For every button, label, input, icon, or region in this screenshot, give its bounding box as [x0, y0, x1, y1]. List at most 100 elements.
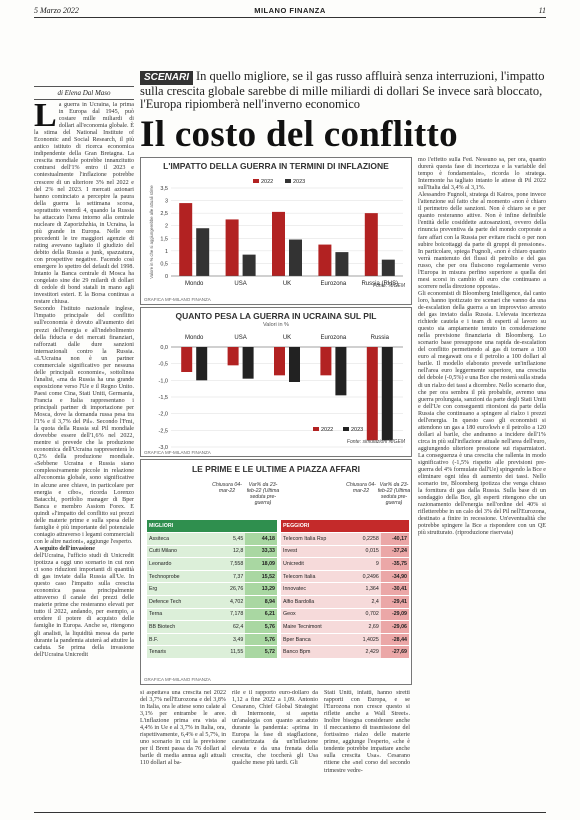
stock-close: 2,429	[350, 645, 381, 660]
col-head-var: Var% da 23-feb-22 (Ultima seduta pre-gue…	[246, 482, 280, 506]
y-axis-label: Valore in % che si aggiungerebbe alle at…	[149, 185, 154, 279]
stock-close: 0,702	[350, 608, 381, 622]
table-row: Telecom Italia Rsp 0,2258 -40,17	[281, 532, 409, 546]
stock-name: Assiteca	[147, 532, 214, 546]
article-column-5: mo l'effetto sulla Fed. Nessuno sa, per …	[418, 157, 546, 808]
legend-swatch	[343, 427, 349, 431]
stock-close: 7,37	[213, 570, 246, 584]
bar	[225, 219, 239, 276]
legend-label: 2023	[293, 179, 305, 185]
paragraph: si aspettava una crescita nel 2022 del 3…	[140, 690, 226, 767]
x-tick-label: Mondo	[185, 335, 204, 341]
x-tick-label: USA	[234, 281, 246, 287]
bar	[318, 244, 332, 276]
stock-name: Banco Bpm	[281, 645, 351, 660]
table-row: Technoprobe 7,37 15,52	[147, 570, 277, 584]
chart-credit: GRAFICA MF-MILANO FINANZA	[144, 297, 211, 302]
table-row: Invest 0,015 -37,24	[281, 545, 409, 559]
stock-change: -29,41	[380, 595, 409, 609]
stock-change: -27,69	[380, 645, 409, 660]
newspaper-name: MILANO FINANZA	[254, 6, 326, 15]
paragraph: a guerra in Ucraina, la prima in Europa …	[34, 102, 134, 306]
stock-name: Terna	[147, 608, 214, 622]
stock-name: Bper Banca	[281, 633, 351, 647]
stock-change: 13,29	[245, 582, 277, 597]
bar	[179, 203, 193, 276]
table-row: Maire Tecnimont 2,69 -29,06	[281, 620, 409, 634]
x-tick-label: Russia	[371, 335, 390, 341]
stock-name: Technoprobe	[147, 570, 214, 584]
table-row: Telecom Italia 0,2496 -34,90	[281, 570, 409, 584]
stock-change: -29,06	[380, 620, 409, 634]
table-header-label: MIGLIORI	[147, 520, 277, 534]
table-row: Banco Bpm 2,429 -27,69	[281, 645, 409, 660]
y-tick-label: -2,5	[159, 428, 168, 434]
bar	[227, 347, 239, 366]
stock-close: 62,4	[213, 620, 246, 634]
stock-change: 6,21	[245, 608, 277, 622]
chart-title: QUANTO PESA LA GUERRA IN UCRAINA SUL PIL	[175, 311, 377, 321]
stock-close: 26,76	[213, 582, 246, 597]
paragraph: Secondo l'istituto nazionale inglese, l'…	[34, 306, 134, 545]
table-row: Tenaris 11,55 5,72	[147, 645, 277, 660]
stock-close: 7,178	[213, 608, 246, 622]
stock-name: Invest	[281, 545, 351, 559]
article-column-1: L a guerra in Ucraina, la prima in Europ…	[34, 102, 134, 808]
kicker-text: In quello migliore, se il gas russo affl…	[140, 69, 545, 111]
y-tick-label: 2,5	[160, 211, 168, 217]
header-rule	[34, 17, 546, 18]
legend-label: 2022	[261, 179, 273, 185]
subhead: A seguito dell'invasione	[34, 545, 95, 552]
stock-change: -37,24	[380, 545, 409, 559]
col-head-var: Var% da 23-feb-22 (Ultima seduta pre-gue…	[377, 482, 411, 506]
stock-name: Leonardo	[147, 557, 214, 571]
stock-close: 2,4	[350, 595, 381, 609]
table-row: Innovatec 1,364 -30,41	[281, 582, 409, 597]
chart-source: Fonte: NIGEM	[373, 283, 405, 289]
stock-change: 15,52	[245, 570, 277, 584]
stock-change: 33,33	[245, 545, 277, 559]
table-row: B.F. 3,49 5,76	[147, 633, 277, 647]
stock-close: 4,702	[213, 595, 246, 609]
page-number: 11	[538, 6, 546, 15]
stock-close: 2,69	[350, 620, 381, 634]
chart-subtitle: Valori in %	[263, 322, 289, 328]
stock-name: Erg	[147, 582, 214, 597]
section-tag: SCENARI	[140, 71, 194, 85]
stocks-table-box: LE PRIME E LE ULTIME A PIAZZA AFFARI Chi…	[140, 459, 412, 685]
y-tick-label: 0,0	[160, 345, 168, 351]
x-tick-label: Mondo	[185, 281, 204, 287]
bar	[335, 347, 347, 396]
issue-date: 5 Marzo 2022	[34, 6, 79, 15]
stock-change: -28,44	[380, 633, 409, 647]
table-row: Cutti Milano 12,8 33,33	[147, 545, 277, 559]
col-head-close: Chiusura 04-mar-22	[212, 482, 242, 494]
bar	[274, 347, 285, 376]
stock-name: Alfio Bardolla	[281, 595, 351, 609]
y-tick-label: 0,5	[160, 261, 168, 267]
paragraph: Stati Uniti, infatti, hanno stretti rapp…	[324, 690, 410, 774]
stock-name: Telecom Italia Rsp	[281, 532, 351, 546]
stock-name: Unicredit	[281, 557, 351, 571]
stock-name: Telecom Italia	[281, 570, 351, 584]
x-tick-label: USA	[234, 335, 246, 341]
paragraph: rile e il rapporto euro-dollaro da 1,12 …	[232, 690, 318, 767]
y-tick-label: -1,0	[159, 378, 168, 384]
bar	[272, 211, 285, 276]
article-column-4: Stati Uniti, infatti, hanno stretti rapp…	[324, 690, 410, 808]
y-tick-label: -0,5	[159, 362, 168, 368]
paragraph: mo l'effetto sulla Fed. Nessuno sa, per …	[418, 157, 546, 192]
bar	[196, 228, 210, 276]
byline: di Elena Dal Maso	[34, 86, 134, 100]
drop-cap: L	[34, 102, 57, 134]
stock-name: Maire Tecnimont	[281, 620, 351, 634]
legend-label: 2022	[321, 427, 333, 433]
stock-name: BB Biotech	[147, 620, 214, 634]
stock-close: 1,4025	[350, 633, 381, 647]
bar	[335, 252, 349, 276]
legend-swatch	[313, 427, 319, 431]
table-row: Geox 0,702 -29,09	[281, 608, 409, 622]
inflation-chart: 0 0,5 1 1,5 2 2,5 3 3,5 Valore in % che si aggiu…	[149, 179, 403, 287]
stock-close: 7,558	[213, 557, 246, 571]
chart-title: L'IMPATTO DELLA GUERRA IN TERMINI DI INF…	[163, 161, 389, 171]
